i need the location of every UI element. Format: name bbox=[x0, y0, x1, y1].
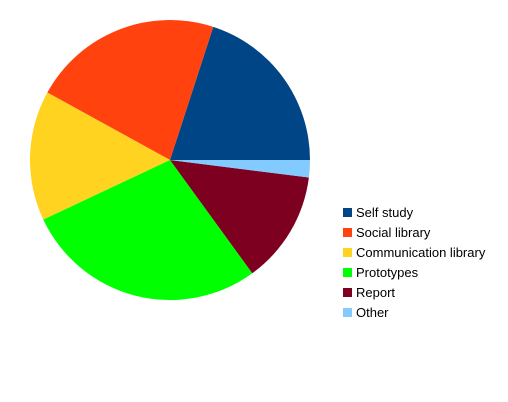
legend: Self study Social library Communication li… bbox=[343, 204, 503, 324]
pie-slice-other bbox=[170, 160, 310, 178]
legend-item: Report bbox=[343, 284, 503, 302]
legend-item: Prototypes bbox=[343, 264, 503, 282]
legend-item: Communication library bbox=[343, 244, 503, 262]
legend-swatch bbox=[343, 288, 352, 297]
pie-slice-prototypes bbox=[43, 160, 253, 301]
legend-swatch bbox=[343, 308, 352, 317]
legend-label: Self study bbox=[356, 205, 414, 220]
legend-swatch bbox=[343, 228, 352, 237]
legend-label: Report bbox=[356, 285, 396, 300]
legend-label: Social library bbox=[356, 225, 431, 240]
pie-slice-report bbox=[170, 160, 309, 274]
legend-label: Prototypes bbox=[356, 265, 419, 280]
legend-label: Communication library bbox=[356, 245, 486, 260]
legend-label: Other bbox=[356, 305, 389, 320]
pie-plot bbox=[29, 19, 310, 301]
legend-item: Social library bbox=[343, 224, 503, 242]
pie-slice-communication-library bbox=[29, 92, 170, 220]
legend-item: Other bbox=[343, 304, 503, 322]
legend-item: Self study bbox=[343, 204, 503, 222]
pie-slice-social-library bbox=[47, 19, 214, 160]
pie-slice-self-study bbox=[170, 26, 310, 160]
legend-swatch bbox=[343, 208, 352, 217]
legend-swatch bbox=[343, 268, 352, 277]
legend-swatch bbox=[343, 248, 352, 257]
